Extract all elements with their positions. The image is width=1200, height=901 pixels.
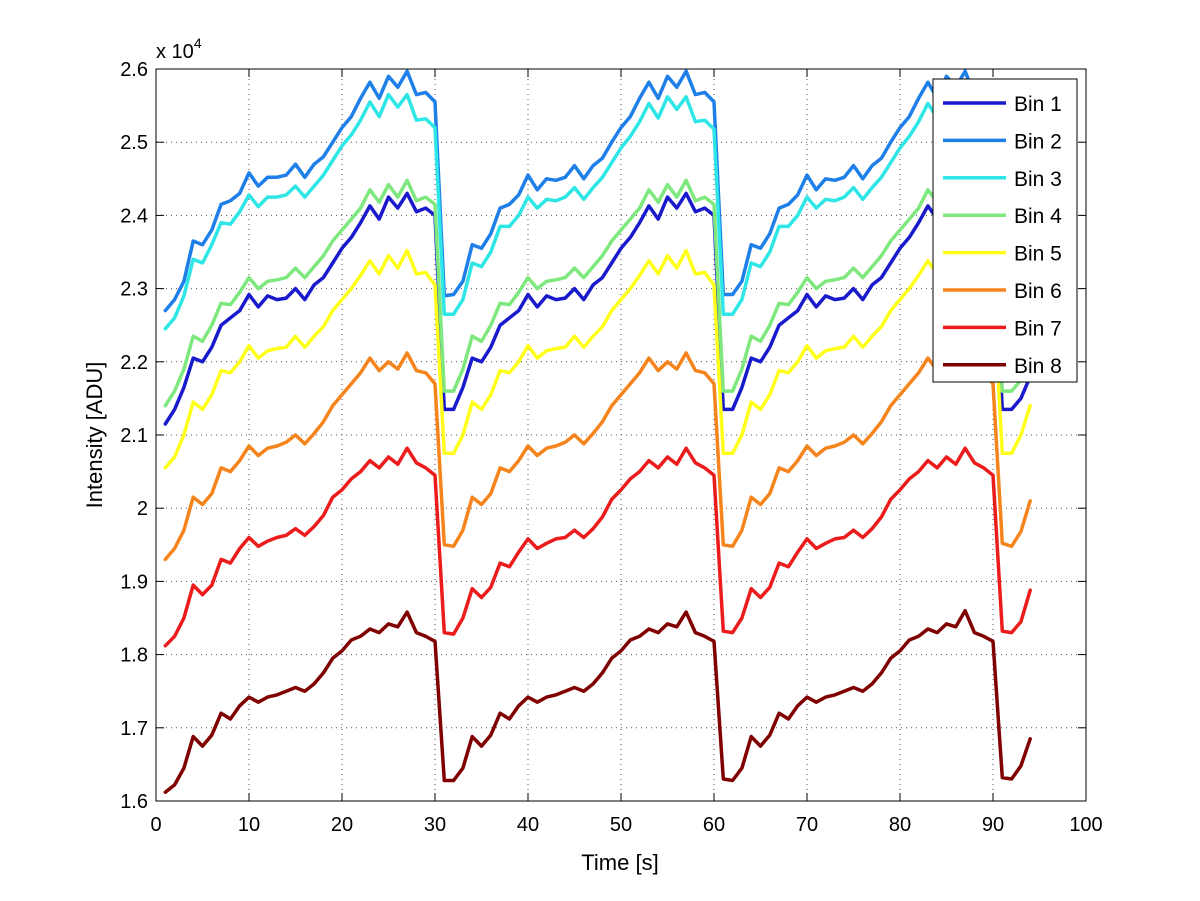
x-tick-label: 60 [703,814,725,836]
y-tick-label: 2.2 [120,352,148,374]
series-line-bin-5 [163,248,1032,470]
series-line-bin-3 [163,92,1032,331]
legend-label-bin-5: Bin 5 [1014,243,1062,266]
y-tick-label: 1.8 [120,645,148,667]
y-tick-label: 2.4 [120,205,148,227]
legend-label-bin-4: Bin 4 [1014,205,1062,228]
y-tick-label: 2.5 [120,132,148,154]
x-tick-label: 50 [610,814,632,836]
y-scale-label: x 104 [156,35,202,63]
y-scale-exponent: 4 [194,35,202,51]
series-line-bin-7 [163,446,1032,648]
y-axis-label: Intensity [ADU] [82,362,107,509]
y-tick-label: 2.1 [120,425,148,447]
y-tick-label: 1.7 [120,718,148,740]
legend: Bin 1 Bin 2 Bin 3 Bin 4 Bin 5 Bin 6 Bin 7 Bin 8 [932,78,1078,383]
x-tick-label: 40 [517,814,539,836]
x-tick-label: 80 [889,814,911,836]
legend-label-bin-8: Bin 8 [1014,355,1062,378]
series-line-bin-4 [163,178,1032,408]
y-tick-label: 2 [137,498,148,520]
legend-label-bin-2: Bin 2 [1014,130,1062,153]
x-tick-label: 30 [424,814,446,836]
legend-label-bin-1: Bin 1 [1014,93,1062,116]
series-line-bin-2 [163,69,1032,313]
legend-box [932,78,1078,383]
x-tick-label: 90 [982,814,1004,836]
series-line-bin-1 [163,191,1032,426]
y-tick-label: 1.6 [120,791,148,813]
x-tick-label: 10 [238,814,260,836]
x-tick-label: 70 [796,814,818,836]
y-tick-labels: 1.6 1.7 1.8 1.9 2 2.1 2.2 2.3 2.4 2.5 2.6 [120,59,148,813]
x-tick-label: 100 [1069,814,1102,836]
legend-label-bin-7: Bin 7 [1014,317,1062,340]
y-tick-label: 2.6 [120,59,148,81]
series-line-bin-6 [163,351,1032,562]
axis-ticks [155,68,1087,802]
legend-label-bin-6: Bin 6 [1014,280,1062,303]
series-line-bin-8 [163,608,1032,794]
y-tick-label: 2.3 [120,279,148,301]
y-scale-base: x 10 [156,41,194,63]
series-layer [163,69,1032,794]
x-tick-labels: 0 10 20 30 40 50 60 70 80 90 100 [150,814,1102,836]
legend-label-bin-3: Bin 3 [1014,168,1062,191]
x-axis-label: Time [s] [581,850,658,875]
x-tick-label: 0 [150,814,161,836]
x-tick-label: 20 [331,814,353,836]
y-tick-label: 1.9 [120,571,148,593]
